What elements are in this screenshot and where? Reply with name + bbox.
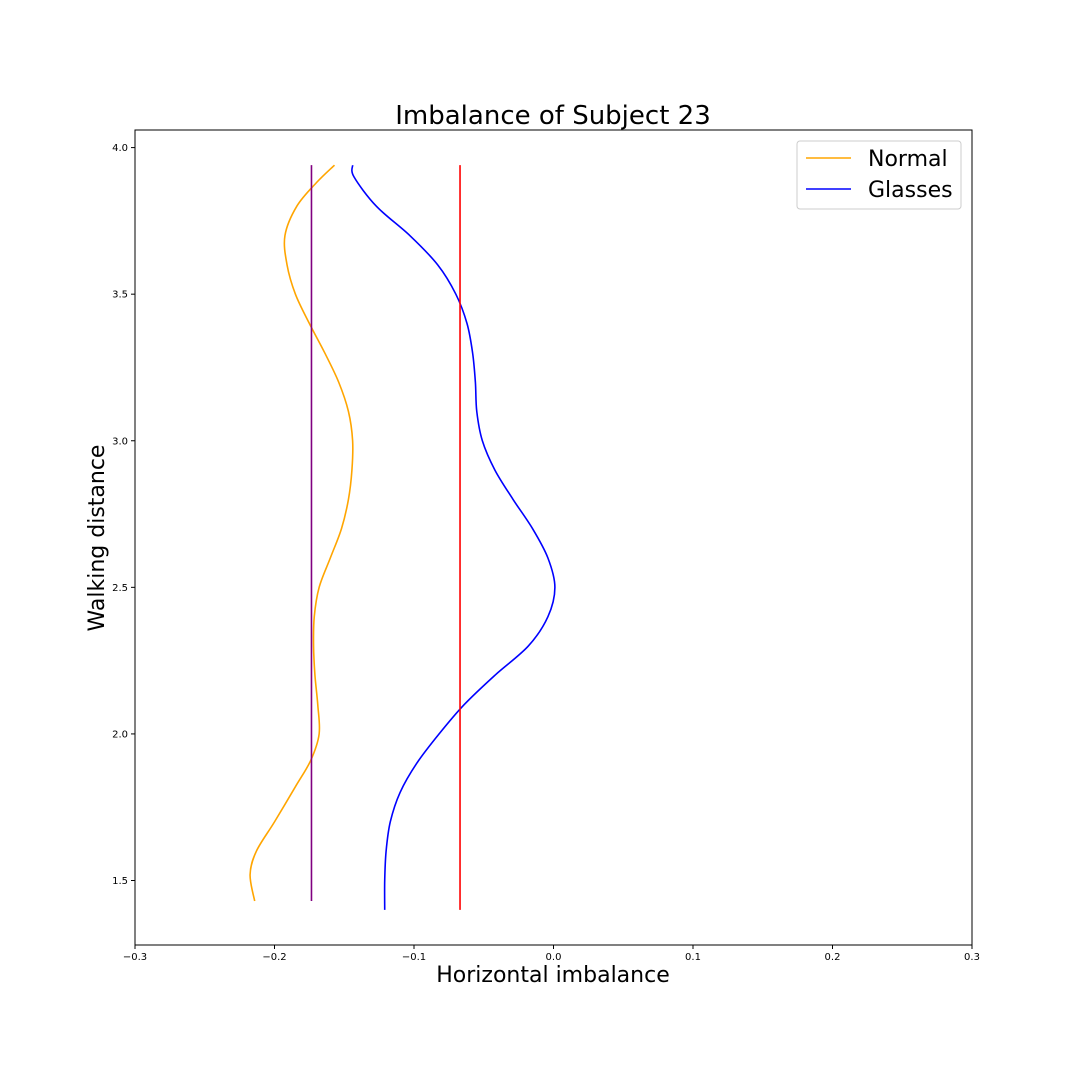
x-axis: −0.3 −0.2 −0.1 0.0 0.1 0.2 0.3 <box>123 945 980 963</box>
y-tick-label: 2.5 <box>112 583 128 594</box>
y-tick-label: 1.5 <box>112 876 128 887</box>
x-tick-label: 0.1 <box>685 952 701 963</box>
series-glasses-line <box>351 165 556 910</box>
x-tick-label: −0.1 <box>402 952 426 963</box>
y-axis: 1.5 2.0 2.5 3.0 3.5 4.0 <box>112 143 135 887</box>
series-layer <box>249 164 556 910</box>
x-tick-label: −0.3 <box>123 952 147 963</box>
y-tick-label: 4.0 <box>112 143 128 154</box>
y-tick-label: 3.5 <box>112 290 128 301</box>
x-tick-label: 0.3 <box>964 952 980 963</box>
y-tick-label: 3.0 <box>112 436 128 447</box>
y-tick-label: 2.0 <box>112 729 128 740</box>
y-axis-title: Walking distance <box>85 445 110 632</box>
legend-label-normal: Normal <box>868 147 948 172</box>
legend: Normal Glasses <box>796 140 962 210</box>
x-tick-label: −0.2 <box>262 952 286 963</box>
x-tick-label: 0.0 <box>546 952 562 963</box>
legend-label-glasses: Glasses <box>868 178 953 203</box>
x-tick-label: 0.2 <box>825 952 841 963</box>
series-normal-line <box>249 164 354 902</box>
chart-title: Imbalance of Subject 23 <box>395 101 711 131</box>
x-axis-title: Horizontal imbalance <box>436 963 669 988</box>
